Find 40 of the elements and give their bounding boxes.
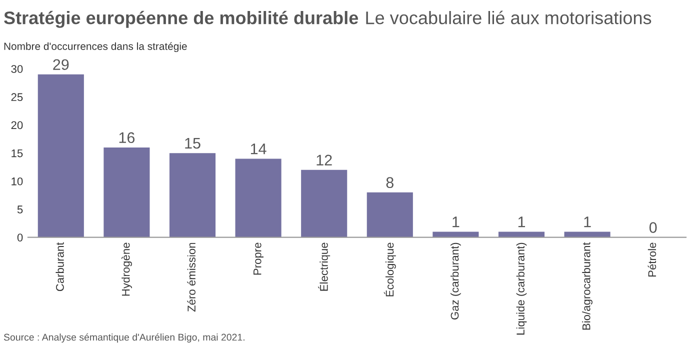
y-tick-label: 20 [11,121,23,130]
x-tick-label: Zéro émission [187,242,196,312]
x-tick-label: Liquide (carburant) [516,242,527,335]
chart-subtitle: Le vocabulaire lié aux motorisations [366,10,652,24]
data-label: 12 [316,154,332,166]
data-label: 16 [119,132,135,144]
x-tick-label: Hydrogène [121,242,132,296]
bar [104,147,150,238]
data-label: 1 [452,216,460,228]
x-tick-label: Propre [254,242,264,275]
bar [366,192,413,238]
bar [498,232,545,238]
bar [432,232,479,238]
chart-title: Stratégie européenne de mobilité durable [4,10,358,28]
x-tick-label: Bio/agrocarburant [582,242,592,330]
bar [564,232,610,238]
data-label: 8 [386,177,394,188]
bar [38,74,84,238]
y-tick-label: 30 [11,65,23,73]
x-tick-label: Carburant [56,242,64,292]
x-tick-label: Écologique [384,242,396,296]
y-tick-label: 25 [11,93,23,102]
x-tick-label: Pétrole [648,242,656,277]
data-label: 29 [53,59,69,70]
data-label: 1 [584,216,591,228]
source-note: Source : Analyse sémantique d'Aurélien Bigo, mai 2021. [4,333,244,343]
bar [169,153,216,238]
x-tick-label: Électrique [318,242,330,291]
bar [301,170,348,238]
y-axis-title: Nombre d'occurrences dans la stratégie [4,42,187,52]
data-label: 14 [250,144,266,154]
y-tick-label: 0 [17,234,23,242]
y-tick-label: 15 [12,149,23,158]
data-label: 15 [185,138,200,149]
bar [235,158,282,238]
data-label: 0 [649,222,657,233]
y-tick-label: 10 [12,177,23,186]
y-tick-label: 5 [17,206,23,214]
x-tick-label: Gaz (carburant) [450,242,461,320]
data-label: 1 [518,216,526,228]
